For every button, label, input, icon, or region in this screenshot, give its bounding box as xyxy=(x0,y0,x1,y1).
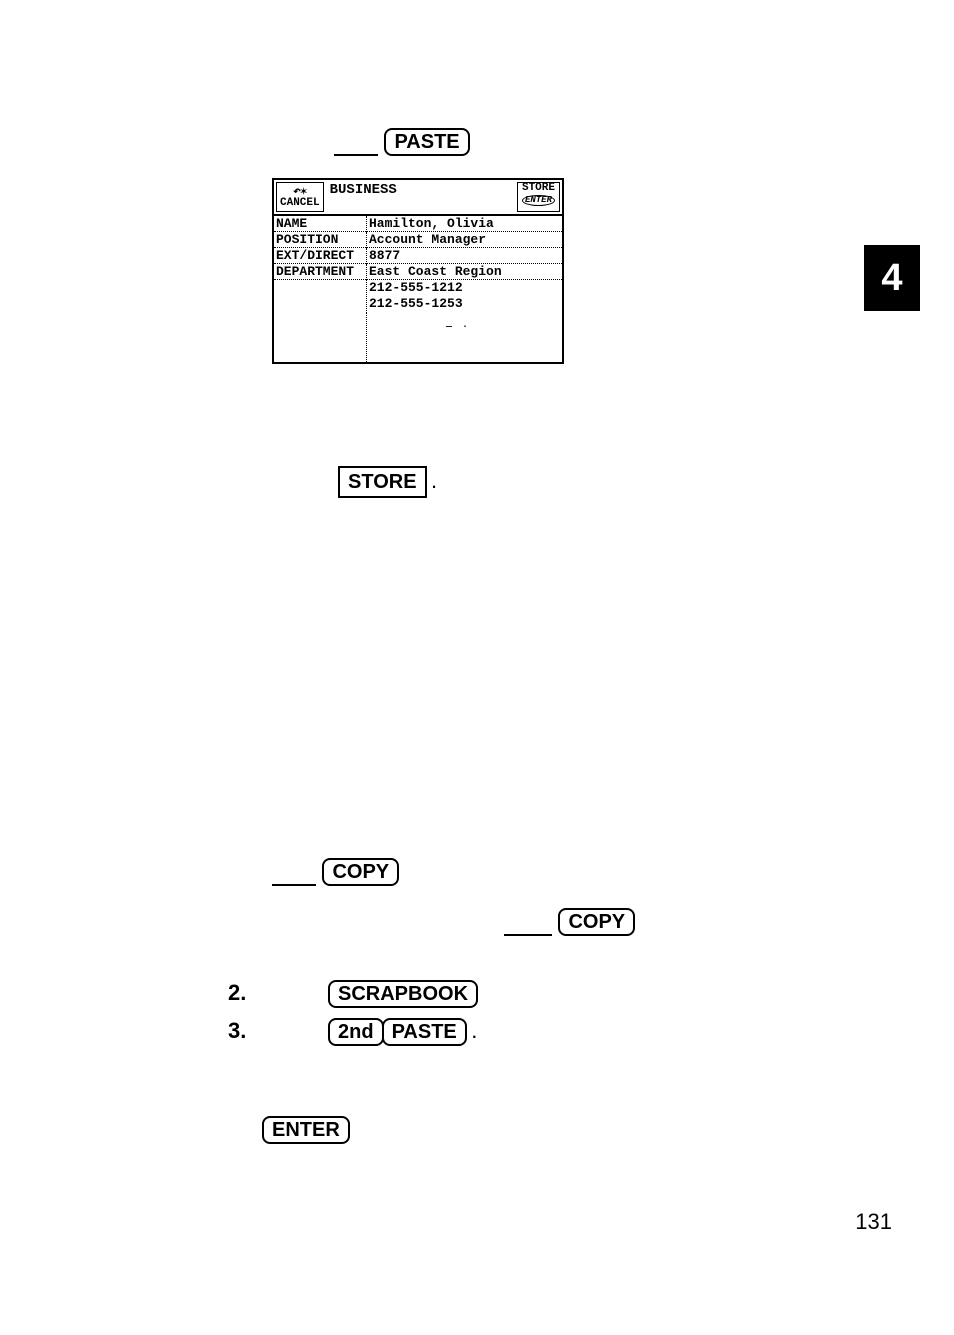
step-number: 2. xyxy=(228,980,258,1006)
second-key: 2nd xyxy=(328,1018,384,1046)
field-label: DEPARTMENT xyxy=(274,264,366,280)
paste-key: PASTE xyxy=(382,1018,467,1046)
device-screen: ↶✶ CANCEL BUSINESS STORE ENTER NAME Hami… xyxy=(272,178,564,364)
period: . xyxy=(471,1018,477,1043)
field-value: East Coast Region xyxy=(366,264,562,280)
copy-key: COPY xyxy=(322,858,399,886)
phone-value: 212-555-1253 xyxy=(366,296,562,311)
field-value: Account Manager xyxy=(366,232,562,248)
field-value: Hamilton, Olivia xyxy=(366,216,562,232)
enter-oval: ENTER xyxy=(522,195,555,206)
field-label: EXT/DIRECT xyxy=(274,248,366,264)
scrapbook-key: SCRAPBOOK xyxy=(328,980,478,1008)
step-number: 3. xyxy=(228,1018,258,1044)
store-key: STORE xyxy=(338,466,427,498)
store-label: STORE xyxy=(522,183,555,194)
copy-key: COPY xyxy=(558,908,635,936)
store-softkey: STORE ENTER xyxy=(517,182,560,212)
enter-key: ENTER xyxy=(262,1116,350,1144)
field-value: 8877 xyxy=(366,248,562,264)
cancel-label: CANCEL xyxy=(280,198,320,209)
phone-value: 212-555-1212 xyxy=(366,280,562,295)
chapter-tab: 4 xyxy=(864,245,920,311)
cancel-softkey: ↶✶ CANCEL xyxy=(276,182,324,212)
page-number: 131 xyxy=(855,1209,892,1235)
field-label: NAME xyxy=(274,216,366,232)
period: . xyxy=(431,468,437,493)
field-label: POSITION xyxy=(274,232,366,248)
paste-key: PASTE xyxy=(384,128,469,156)
screen-title: BUSINESS xyxy=(326,180,515,214)
